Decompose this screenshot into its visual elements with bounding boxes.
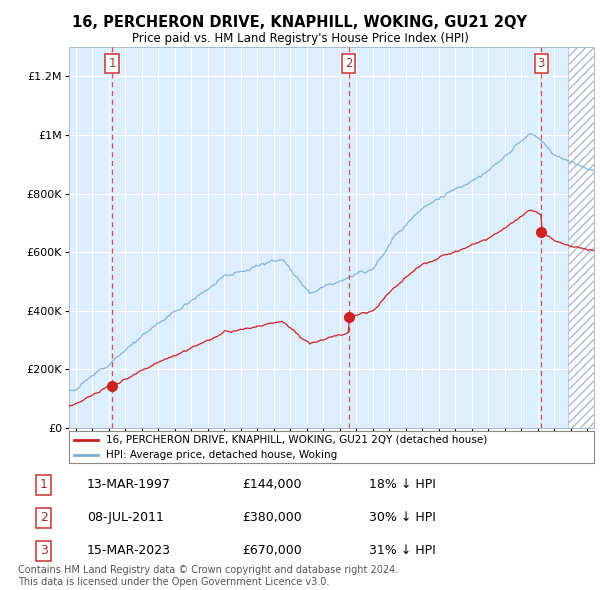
Text: Contains HM Land Registry data © Crown copyright and database right 2024.
This d: Contains HM Land Registry data © Crown c…	[18, 565, 398, 587]
Text: 15-MAR-2023: 15-MAR-2023	[87, 544, 171, 558]
Text: 3: 3	[538, 57, 545, 70]
Text: HPI: Average price, detached house, Woking: HPI: Average price, detached house, Woki…	[106, 450, 337, 460]
Text: Price paid vs. HM Land Registry's House Price Index (HPI): Price paid vs. HM Land Registry's House …	[131, 32, 469, 45]
Text: 08-JUL-2011: 08-JUL-2011	[87, 511, 164, 525]
Bar	[568, 47, 594, 428]
Text: £670,000: £670,000	[242, 544, 302, 558]
Text: 31% ↓ HPI: 31% ↓ HPI	[369, 544, 436, 558]
Text: 3: 3	[40, 544, 47, 558]
Text: 16, PERCHERON DRIVE, KNAPHILL, WOKING, GU21 2QY: 16, PERCHERON DRIVE, KNAPHILL, WOKING, G…	[73, 15, 527, 30]
Text: £144,000: £144,000	[242, 478, 302, 491]
Text: 2: 2	[40, 511, 47, 525]
Bar	[568, 47, 594, 428]
Text: 18% ↓ HPI: 18% ↓ HPI	[369, 478, 436, 491]
Text: 2: 2	[345, 57, 352, 70]
Text: 16, PERCHERON DRIVE, KNAPHILL, WOKING, GU21 2QY (detached house): 16, PERCHERON DRIVE, KNAPHILL, WOKING, G…	[106, 435, 487, 445]
Text: 13-MAR-1997: 13-MAR-1997	[87, 478, 171, 491]
Text: £380,000: £380,000	[242, 511, 302, 525]
Text: 1: 1	[108, 57, 116, 70]
Text: 1: 1	[40, 478, 47, 491]
Text: 30% ↓ HPI: 30% ↓ HPI	[369, 511, 436, 525]
